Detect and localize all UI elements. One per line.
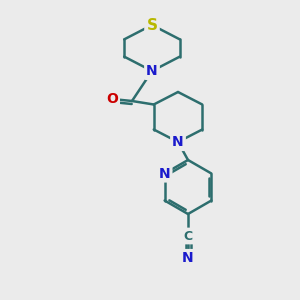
Text: N: N — [172, 135, 184, 149]
Text: N: N — [182, 251, 194, 265]
Text: N: N — [146, 64, 158, 78]
Text: O: O — [106, 92, 118, 106]
Text: C: C — [183, 230, 193, 242]
Text: S: S — [146, 17, 158, 32]
Text: N: N — [159, 167, 170, 181]
